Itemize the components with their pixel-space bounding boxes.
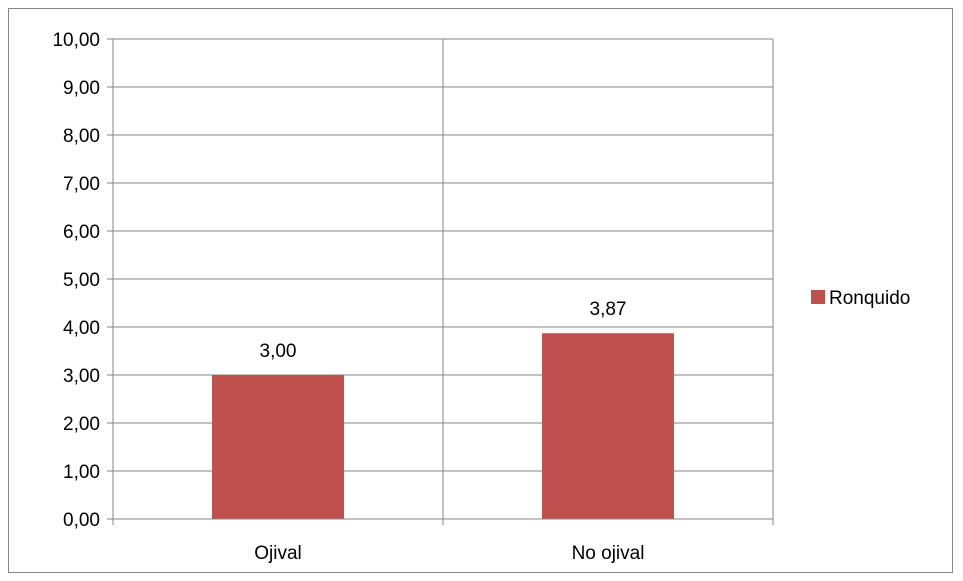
y-tick-label: 4,00: [63, 318, 100, 339]
y-tick-label: 2,00: [63, 414, 100, 435]
bar-ojival: [212, 375, 344, 519]
y-tick-label: 5,00: [63, 270, 100, 291]
x-category-label: No ojival: [572, 543, 645, 564]
bar-no-ojival: [542, 333, 674, 519]
y-tick-label: 0,00: [63, 510, 100, 531]
chart-frame: [8, 8, 953, 573]
y-tick-label: 6,00: [63, 222, 100, 243]
legend-label-ronquido: Ronquido: [829, 288, 910, 309]
legend: Ronquido: [811, 288, 910, 309]
y-tick-label: 9,00: [63, 78, 100, 99]
legend-swatch-ronquido: [811, 290, 825, 304]
y-tick-label: 1,00: [63, 462, 100, 483]
labels: 0,00 1,00 2,00 3,00 4,00 5,00 6,00 7,00 8,00 9,00…: [52, 30, 644, 564]
data-label: 3,87: [590, 299, 627, 320]
axes: [107, 38, 774, 525]
data-label: 3,00: [260, 341, 297, 362]
y-tick-label: 7,00: [63, 174, 100, 195]
y-tick-label: 3,00: [63, 366, 100, 387]
y-tick-label: 10,00: [52, 30, 100, 51]
y-tick-label: 8,00: [63, 126, 100, 147]
x-category-label: Ojival: [254, 543, 302, 564]
bars: [212, 333, 674, 519]
